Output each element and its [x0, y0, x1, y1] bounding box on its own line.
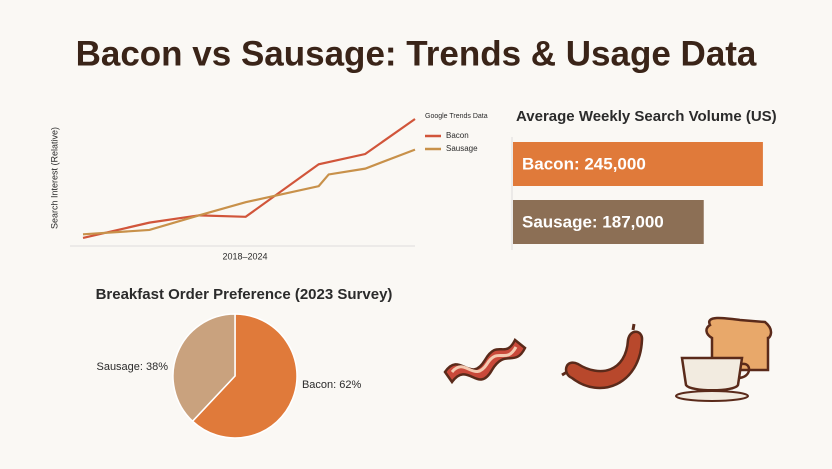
- x-axis-label: 2018–2024: [222, 251, 267, 261]
- pie-slice: [191, 313, 298, 439]
- bar-title: Average Weekly Search Volume (US): [516, 108, 777, 125]
- breakfast-icon: [675, 316, 773, 402]
- pie-label: Bacon: 62%: [302, 379, 362, 391]
- sausage-icon: [561, 323, 644, 390]
- bar-label: Bacon: 245,000: [522, 154, 646, 173]
- legend-title: Google Trends Data: [425, 113, 488, 120]
- legend-label: Sausage: [446, 144, 478, 153]
- pie-title: Breakfast Order Preference (2023 Survey): [96, 286, 393, 303]
- bar-label: Sausage: 187,000: [522, 212, 664, 231]
- bacon-icon: [443, 338, 527, 385]
- legend-label: Bacon: [446, 131, 469, 140]
- y-axis-label: Search Interest (Relative): [49, 127, 59, 229]
- bar: [513, 142, 763, 186]
- pie-label: Sausage: 38%: [96, 361, 168, 373]
- line-series: [82, 118, 416, 240]
- pie-slice: [172, 313, 236, 423]
- line-series: [82, 148, 416, 236]
- main-title: Bacon vs Sausage: Trends & Usage Data: [76, 34, 757, 73]
- bar: [513, 200, 704, 244]
